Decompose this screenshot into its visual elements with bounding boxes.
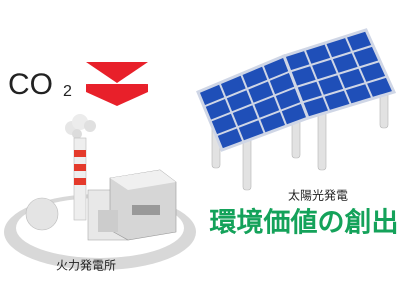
co2-text: CO — [8, 68, 53, 101]
down-chevron — [86, 62, 148, 83]
illustration: CO 2 火力発電所 太陽光発電 環境価値の創出 — [0, 0, 416, 284]
headline: 環境価値の創出 — [210, 208, 399, 239]
power-plant — [4, 114, 196, 270]
factory-label: 火力発電所 — [56, 259, 116, 273]
solar-label: 太陽光発電 — [288, 188, 348, 203]
co2-subscript: 2 — [63, 83, 72, 100]
